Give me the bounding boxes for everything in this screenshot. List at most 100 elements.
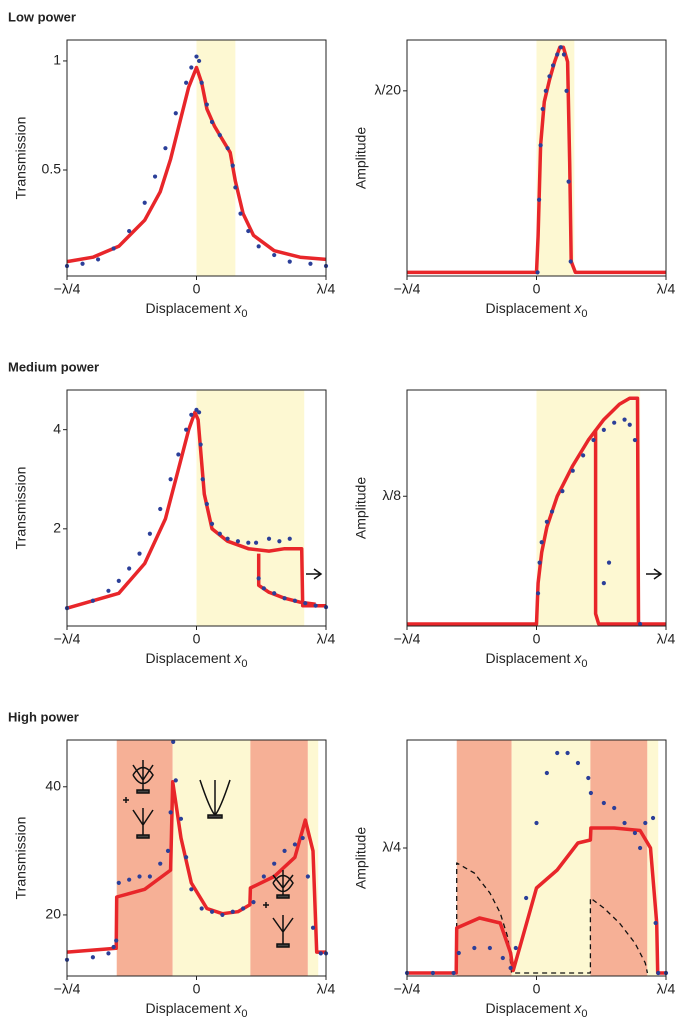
data-point xyxy=(622,820,627,826)
data-point xyxy=(612,805,617,811)
data-point xyxy=(287,259,292,264)
data-point xyxy=(561,52,567,57)
data-point xyxy=(310,925,316,930)
data-point xyxy=(178,816,184,821)
x-axis-label-text: Displacement xyxy=(486,650,571,666)
data-point xyxy=(575,760,581,766)
data-point xyxy=(537,560,542,565)
data-point xyxy=(106,588,111,593)
x-tick-label: −λ/4 xyxy=(394,281,421,297)
data-point xyxy=(544,770,549,776)
data-point xyxy=(127,877,132,882)
model-line xyxy=(407,396,666,626)
data-point xyxy=(513,945,518,951)
arrow xyxy=(306,568,323,580)
data-point xyxy=(638,845,643,851)
data-point xyxy=(653,920,658,926)
x-axis-label-text: Displacement xyxy=(146,300,231,316)
x-axis-label: Displacement x0 xyxy=(486,300,588,320)
data-point xyxy=(127,566,132,571)
section-title: High power xyxy=(8,709,79,724)
data-point xyxy=(632,437,638,443)
data-point xyxy=(246,540,251,545)
data-point xyxy=(246,228,251,234)
y-tick-label: 2 xyxy=(53,520,61,536)
x-tick-label: λ/4 xyxy=(317,281,336,297)
data-point xyxy=(300,835,305,841)
x-axis-label-var: x xyxy=(573,1000,582,1016)
data-point xyxy=(147,874,152,879)
data-point xyxy=(253,540,259,545)
data-point xyxy=(220,912,225,918)
x-axis-label-sub: 0 xyxy=(581,308,587,320)
data-point xyxy=(547,74,552,79)
data-point xyxy=(566,179,571,184)
shaded-region xyxy=(511,740,591,976)
x-tick-label: −λ/4 xyxy=(394,631,421,647)
data-point xyxy=(230,909,235,914)
data-point xyxy=(209,521,215,526)
data-point xyxy=(209,119,215,125)
data-point xyxy=(550,63,556,68)
y-axis-label: Amplitude xyxy=(353,827,369,889)
data-point xyxy=(238,211,243,216)
x-axis-label-sub: 0 xyxy=(241,658,247,670)
x-tick-label: λ/4 xyxy=(657,981,676,997)
data-point xyxy=(137,874,142,879)
data-point xyxy=(173,778,178,783)
data-point xyxy=(196,58,202,64)
data-point xyxy=(508,965,513,971)
data-point xyxy=(643,820,648,826)
model-line xyxy=(407,826,666,975)
section-title: Low power xyxy=(8,9,76,24)
data-point xyxy=(601,580,606,586)
x-axis-label: Displacement x0 xyxy=(486,1000,588,1020)
data-point xyxy=(534,820,539,826)
data-point xyxy=(565,750,570,756)
data-point xyxy=(543,88,548,93)
shaded-region xyxy=(456,740,512,976)
resonator-icon xyxy=(123,760,294,948)
data-point xyxy=(560,489,565,494)
data-point xyxy=(95,257,101,262)
data-point xyxy=(632,830,638,836)
data-point xyxy=(114,938,119,943)
data-point xyxy=(451,970,456,976)
y-tick-label: 4 xyxy=(53,420,61,436)
data-point xyxy=(601,427,606,432)
data-point xyxy=(500,955,505,961)
x-tick-label: λ/4 xyxy=(317,631,336,647)
data-point xyxy=(158,506,163,512)
data-point xyxy=(564,88,569,93)
data-point xyxy=(147,531,152,536)
x-axis-label: Displacement x0 xyxy=(146,1000,248,1020)
shaded-region xyxy=(196,390,305,626)
x-tick-label: −λ/4 xyxy=(54,981,81,997)
data-point xyxy=(292,842,298,847)
data-point xyxy=(198,442,203,447)
data-point xyxy=(111,944,116,950)
y-axis-label: Transmission xyxy=(13,817,29,900)
data-point xyxy=(303,601,308,606)
data-point xyxy=(308,261,313,266)
data-point xyxy=(158,861,163,866)
data-point xyxy=(555,52,560,57)
data-point xyxy=(184,855,189,860)
x-axis-label-sub: 0 xyxy=(581,658,587,670)
annotations xyxy=(123,568,663,948)
data-point xyxy=(111,246,116,251)
data-point xyxy=(266,536,272,541)
data-point xyxy=(591,437,596,443)
x-axis-label-sub: 0 xyxy=(241,1008,247,1020)
y-axis-label: Amplitude xyxy=(353,127,369,189)
data-point xyxy=(656,970,661,976)
data-point xyxy=(204,501,209,507)
model-line xyxy=(593,429,641,626)
data-point xyxy=(272,591,277,596)
data-point xyxy=(539,540,544,545)
data-point xyxy=(200,477,205,482)
